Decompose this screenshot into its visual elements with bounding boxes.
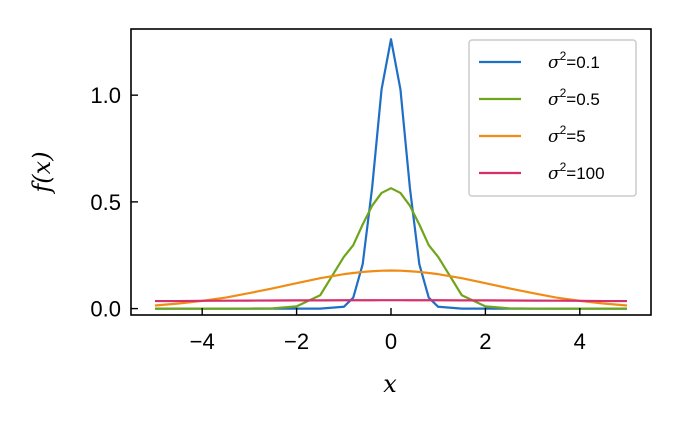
legend-label-4: σ2=100 xyxy=(548,160,605,184)
x-axis-ticks: −4 −2 0 2 4 xyxy=(190,308,586,354)
y-axis-label: f(x) xyxy=(28,151,56,194)
x-axis-label: x xyxy=(383,370,397,398)
y-tick-label: 0.0 xyxy=(90,297,121,322)
x-tick-label: −2 xyxy=(284,329,309,354)
legend-label-1: σ2=0.1 xyxy=(548,49,600,73)
series-line-2 xyxy=(155,187,627,310)
y-axis-ticks: 0.0 0.5 1.0 xyxy=(90,83,138,322)
legend-label-2: σ2=0.5 xyxy=(548,86,600,110)
x-tick-label: 2 xyxy=(479,329,491,354)
legend-label-3: σ2=5 xyxy=(548,123,586,147)
y-tick-label: 0.5 xyxy=(90,190,121,215)
y-tick-label: 1.0 xyxy=(90,83,121,108)
data-curves xyxy=(154,38,628,310)
x-tick-label: −4 xyxy=(190,329,215,354)
series-line-4 xyxy=(154,299,628,303)
x-tick-label: 4 xyxy=(574,329,586,354)
series-line-3 xyxy=(154,269,628,307)
legend: σ2=0.1 σ2=0.5 σ2=5 σ2=100 xyxy=(468,39,637,197)
x-tick-label: 0 xyxy=(385,329,397,354)
legend-frame xyxy=(468,39,637,197)
